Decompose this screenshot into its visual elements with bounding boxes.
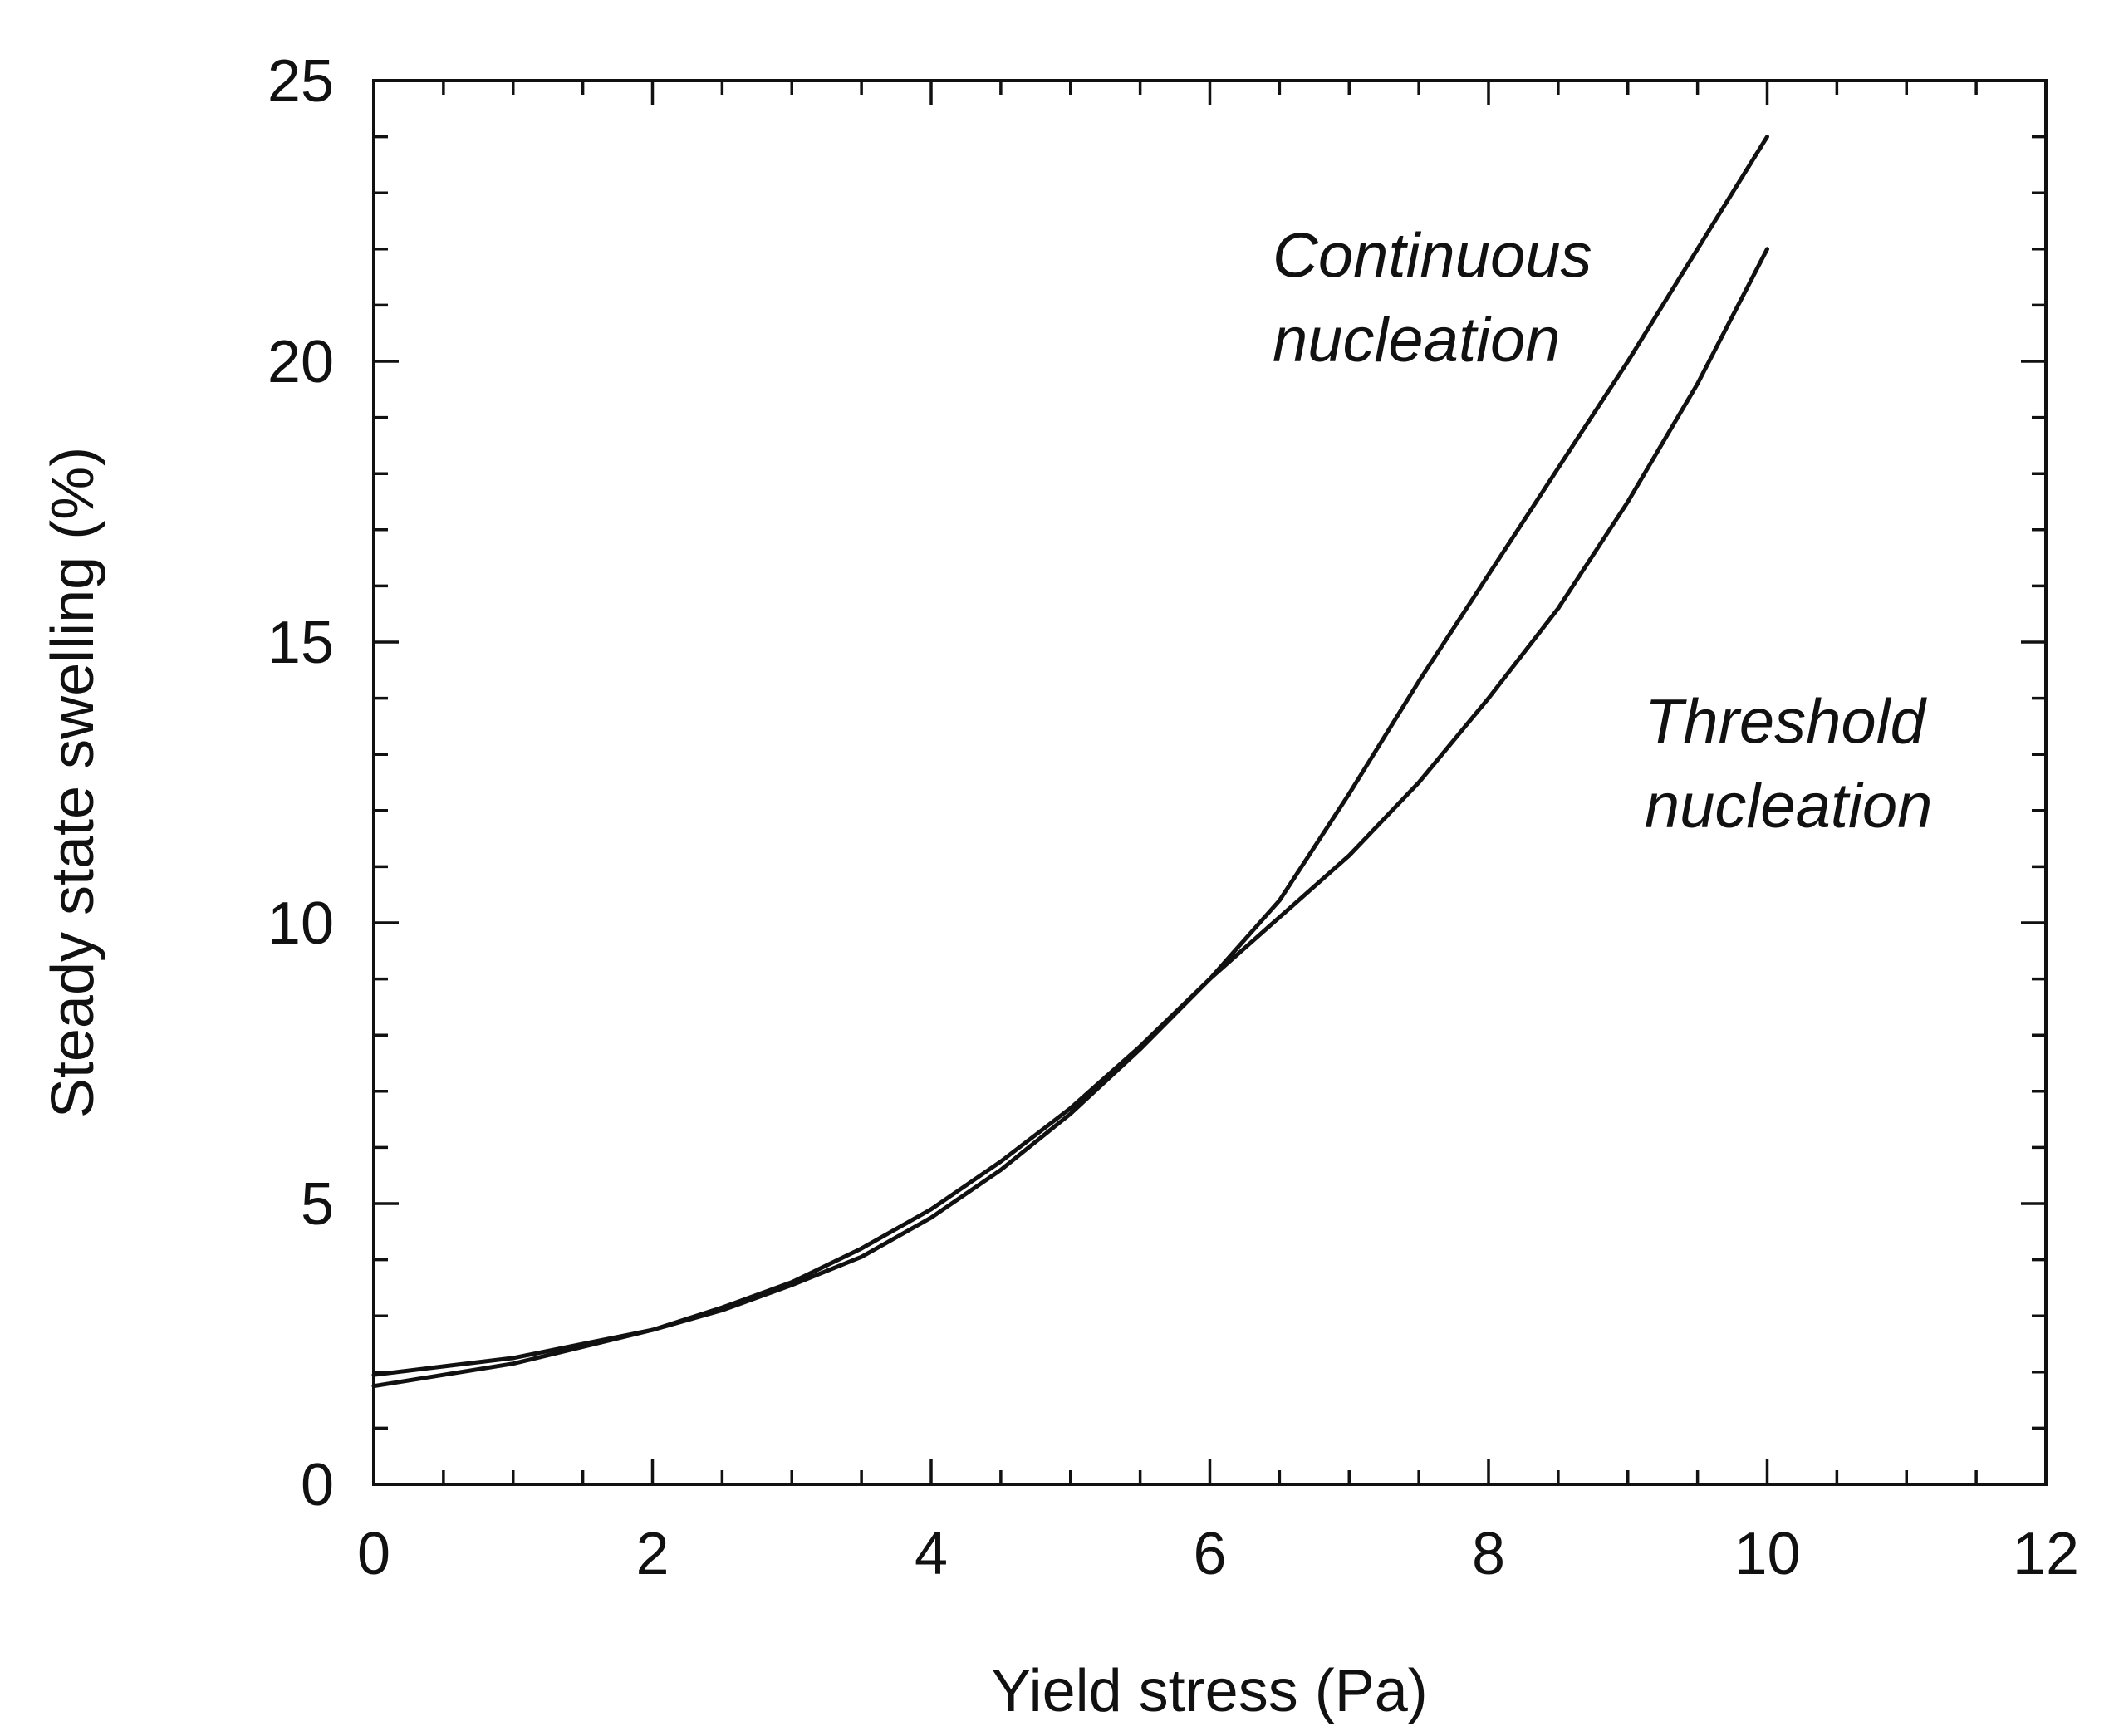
y-tick-label: 0 bbox=[301, 1452, 334, 1518]
x-tick-label: 2 bbox=[635, 1521, 669, 1587]
annotation-continuous-nucleation-line-1: Continuous bbox=[1273, 221, 1592, 292]
axis-ticks bbox=[372, 79, 2048, 1486]
series-lines bbox=[371, 135, 1769, 1389]
tick-labels: 0 2 4 6 8 10 12 0 5 10 15 20 25 bbox=[267, 48, 2079, 1587]
x-tick-label: 12 bbox=[2013, 1521, 2079, 1587]
y-tick-label: 20 bbox=[267, 329, 334, 395]
series-annotations: Continuous nucleation Threshold nucleation bbox=[1273, 221, 1932, 841]
x-tick-label: 4 bbox=[915, 1521, 948, 1587]
series-line-threshold-nucleation bbox=[371, 247, 1769, 1377]
x-tick-label: 8 bbox=[1472, 1521, 1505, 1587]
annotation-threshold-nucleation-line-2: nucleation bbox=[1645, 771, 1932, 841]
x-tick-label: 0 bbox=[357, 1521, 390, 1587]
y-tick-label: 5 bbox=[301, 1171, 334, 1238]
y-tick-label: 15 bbox=[267, 610, 334, 676]
x-axis-title: Yield stress (Pa) bbox=[991, 1658, 1427, 1724]
annotation-continuous-nucleation-line-2: nucleation bbox=[1273, 305, 1561, 375]
y-tick-label: 10 bbox=[267, 890, 334, 957]
x-tick-label: 10 bbox=[1734, 1521, 1800, 1587]
annotation-threshold-nucleation-line-1: Threshold bbox=[1645, 687, 1928, 758]
y-axis-title: Steady state swelling (%) bbox=[40, 447, 106, 1118]
y-tick-label: 25 bbox=[267, 48, 334, 115]
plot-frame bbox=[372, 79, 2048, 1486]
x-tick-label: 6 bbox=[1193, 1521, 1226, 1587]
